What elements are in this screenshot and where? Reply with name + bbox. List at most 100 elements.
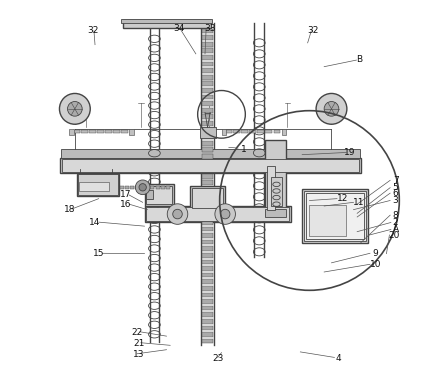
Text: 5: 5 <box>393 183 399 192</box>
Bar <box>89 130 96 134</box>
Bar <box>97 130 104 134</box>
Bar <box>202 246 213 251</box>
Bar <box>202 220 213 225</box>
Bar <box>202 207 213 212</box>
Bar <box>130 186 134 189</box>
Bar <box>202 326 213 330</box>
Bar <box>233 130 240 134</box>
Text: 11: 11 <box>353 198 365 207</box>
Bar <box>202 213 213 218</box>
Bar <box>202 128 213 132</box>
Text: 34: 34 <box>174 24 185 33</box>
Bar <box>265 140 286 213</box>
Circle shape <box>59 93 90 124</box>
Bar <box>73 130 80 134</box>
Bar <box>202 180 213 185</box>
Text: 14: 14 <box>89 218 101 227</box>
Bar <box>202 75 213 79</box>
Bar <box>161 186 165 189</box>
Circle shape <box>173 209 182 219</box>
Bar <box>304 191 366 241</box>
Bar <box>306 193 365 239</box>
Bar <box>202 141 213 145</box>
Bar <box>202 253 213 258</box>
Bar <box>257 130 264 134</box>
Bar <box>202 95 213 99</box>
Bar <box>302 190 368 243</box>
Bar <box>202 101 213 106</box>
Text: 4: 4 <box>336 354 342 362</box>
Bar <box>202 134 213 139</box>
Bar <box>202 312 213 317</box>
Bar <box>202 61 213 66</box>
Bar <box>241 130 248 134</box>
Bar <box>202 114 213 119</box>
Bar <box>146 190 153 199</box>
Bar <box>202 48 213 53</box>
Text: 16: 16 <box>120 200 132 209</box>
Circle shape <box>167 204 188 224</box>
Bar <box>166 186 170 189</box>
Text: B: B <box>356 55 362 64</box>
Bar <box>135 186 139 189</box>
Bar <box>146 186 172 204</box>
Bar <box>192 188 223 208</box>
Circle shape <box>139 184 146 191</box>
Bar <box>202 81 213 86</box>
Bar <box>202 68 213 73</box>
Circle shape <box>221 209 230 219</box>
Bar <box>144 184 174 206</box>
Bar <box>202 240 213 244</box>
Text: 8: 8 <box>393 210 399 220</box>
Bar <box>202 88 213 93</box>
Text: 19: 19 <box>344 148 356 158</box>
Bar <box>310 205 346 236</box>
Bar <box>202 194 213 198</box>
Bar <box>70 129 74 135</box>
Bar <box>121 130 128 134</box>
Bar <box>202 35 213 40</box>
Bar <box>146 208 289 222</box>
Bar <box>202 147 213 152</box>
Circle shape <box>324 102 339 116</box>
Text: 7: 7 <box>393 176 399 185</box>
Bar <box>202 273 213 277</box>
Bar <box>225 130 232 134</box>
Text: 3: 3 <box>393 196 399 205</box>
Bar <box>202 227 213 231</box>
Text: 12: 12 <box>337 194 348 203</box>
Text: 17: 17 <box>120 191 132 199</box>
Bar <box>222 129 226 135</box>
Text: 32: 32 <box>88 25 99 35</box>
Circle shape <box>215 204 235 224</box>
Bar <box>265 209 286 217</box>
Bar <box>62 159 359 172</box>
Bar <box>60 158 361 173</box>
Text: 21: 21 <box>133 339 145 348</box>
Bar <box>202 259 213 264</box>
Bar <box>282 129 286 135</box>
Bar <box>77 174 119 196</box>
Circle shape <box>67 102 82 116</box>
Bar <box>202 108 213 113</box>
Bar <box>202 55 213 60</box>
Bar <box>129 129 133 135</box>
Bar <box>145 186 149 189</box>
Bar <box>202 319 213 324</box>
Bar <box>202 160 213 165</box>
Text: 23: 23 <box>212 354 224 362</box>
Bar <box>123 20 210 28</box>
Bar <box>120 19 212 23</box>
Circle shape <box>316 93 347 124</box>
Bar <box>78 174 118 195</box>
Bar <box>202 42 213 46</box>
Bar <box>105 130 112 134</box>
Bar <box>267 166 275 210</box>
Text: 22: 22 <box>132 328 143 337</box>
Bar <box>249 130 256 134</box>
Bar <box>202 306 213 311</box>
Bar <box>202 266 213 271</box>
Bar <box>202 167 213 172</box>
Text: 20: 20 <box>388 231 400 240</box>
Text: A: A <box>392 225 399 234</box>
